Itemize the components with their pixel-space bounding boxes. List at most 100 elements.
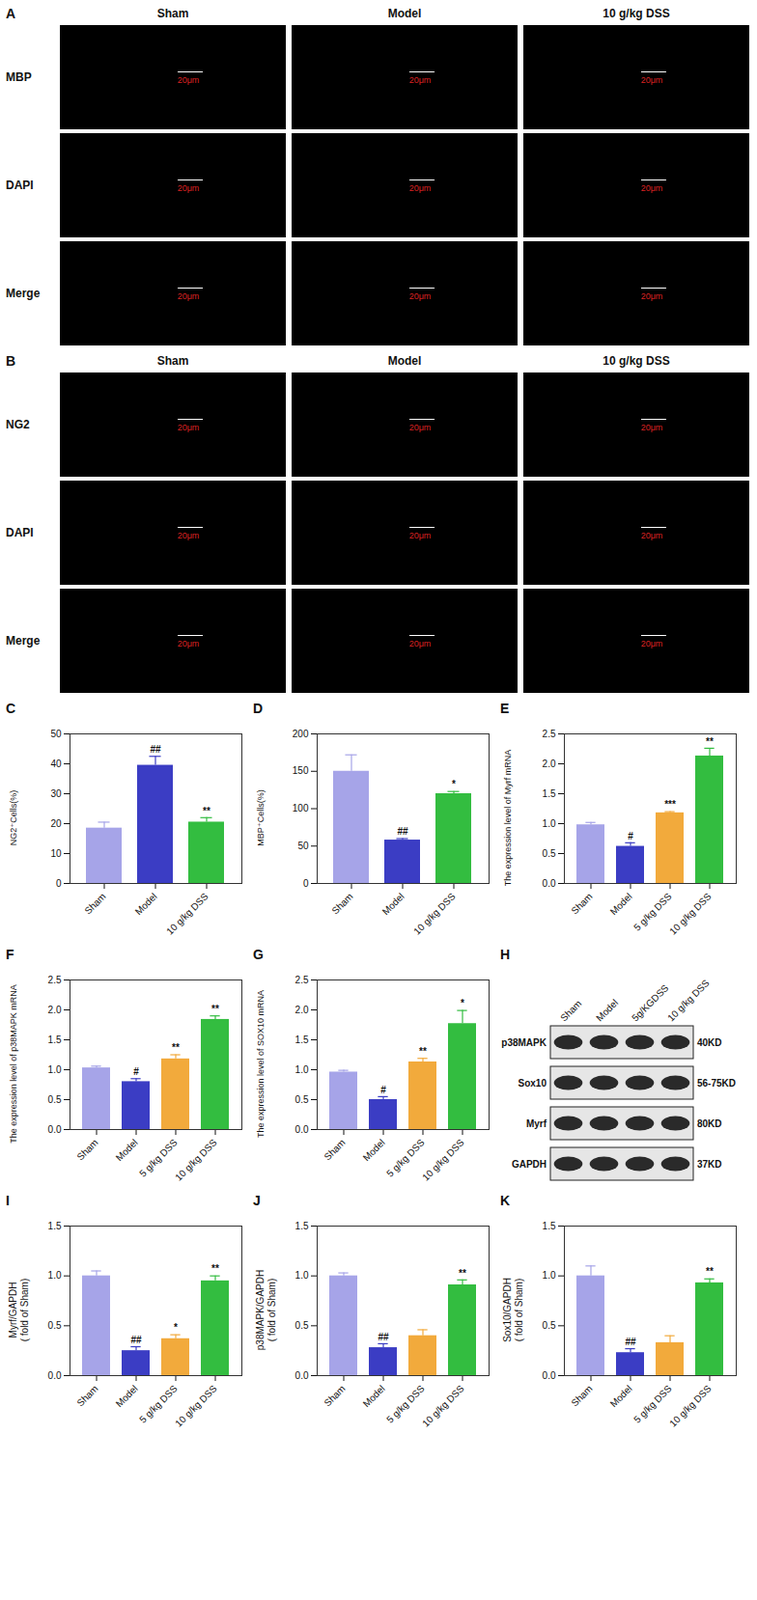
svg-text:0: 0 — [56, 878, 62, 890]
svg-text:##: ## — [130, 1335, 142, 1346]
svg-text:Myrf: Myrf — [526, 1119, 548, 1130]
svg-text:5g/KGDSS: 5g/KGDSS — [629, 982, 672, 1025]
svg-text:1.5: 1.5 — [295, 1035, 309, 1046]
svg-text:1.0: 1.0 — [48, 1270, 62, 1282]
svg-text:**: ** — [211, 1004, 220, 1015]
svg-text:2.0: 2.0 — [295, 1005, 309, 1016]
svg-text:Sham: Sham — [74, 1137, 100, 1163]
svg-text:Myrf/GAPDH( fold of Sham): Myrf/GAPDH( fold of Sham) — [7, 1279, 30, 1344]
svg-text:0.0: 0.0 — [48, 1371, 62, 1382]
svg-text:0.5: 0.5 — [48, 1320, 62, 1332]
svg-text:1.0: 1.0 — [295, 1270, 309, 1282]
svg-text:1.5: 1.5 — [542, 788, 557, 800]
svg-text:**: ** — [705, 736, 714, 748]
svg-text:20: 20 — [50, 818, 62, 830]
svg-text:Sham: Sham — [568, 1383, 594, 1409]
svg-text:5 g/kg DSS: 5 g/kg DSS — [631, 1383, 674, 1427]
svg-text:Model: Model — [113, 1137, 141, 1164]
svg-text:2.5: 2.5 — [542, 728, 557, 740]
svg-text:10 g/kg DSS: 10 g/kg DSS — [667, 1383, 714, 1430]
svg-text:Model: Model — [380, 891, 407, 918]
svg-text:Sham: Sham — [82, 891, 108, 917]
svg-text:#: # — [627, 831, 634, 842]
svg-text:**: ** — [211, 1263, 220, 1275]
svg-text:Model: Model — [593, 997, 620, 1024]
svg-text:10 g/kg DSS: 10 g/kg DSS — [172, 1383, 220, 1430]
svg-text:5 g/kg DSS: 5 g/kg DSS — [137, 1137, 180, 1180]
svg-text:**: ** — [202, 806, 211, 817]
svg-text:10 g/kg DSS: 10 g/kg DSS — [665, 978, 712, 1025]
svg-text:Sham: Sham — [568, 891, 594, 917]
svg-text:0.5: 0.5 — [542, 1320, 557, 1332]
svg-text:0.0: 0.0 — [542, 878, 557, 890]
svg-text:2.0: 2.0 — [542, 758, 557, 770]
svg-text:40KD: 40KD — [697, 1037, 723, 1049]
svg-text:5 g/kg DSS: 5 g/kg DSS — [631, 891, 674, 934]
svg-text:Sox10/GAPDH( fold of Sham): Sox10/GAPDH( fold of Sham) — [502, 1278, 525, 1344]
svg-text:37KD: 37KD — [697, 1159, 723, 1171]
svg-text:MBP⁺Cells(%): MBP⁺Cells(%) — [255, 789, 266, 846]
svg-text:2.5: 2.5 — [48, 975, 62, 986]
svg-text:Sham: Sham — [558, 998, 584, 1024]
svg-text:2.0: 2.0 — [48, 1005, 62, 1016]
svg-text:10 g/kg DSS: 10 g/kg DSS — [164, 891, 211, 938]
svg-text:50: 50 — [50, 728, 62, 740]
svg-text:Sox10: Sox10 — [518, 1078, 548, 1090]
svg-text:0.0: 0.0 — [48, 1124, 62, 1136]
svg-text:1.5: 1.5 — [542, 1221, 557, 1233]
svg-text:***: *** — [664, 799, 676, 811]
svg-text:*: * — [173, 1322, 178, 1334]
svg-text:Model: Model — [133, 891, 160, 918]
svg-text:10 g/kg DSS: 10 g/kg DSS — [420, 1383, 467, 1430]
svg-text:0.0: 0.0 — [542, 1371, 557, 1382]
svg-text:Sham: Sham — [321, 1137, 347, 1163]
svg-text:0: 0 — [303, 878, 309, 890]
svg-text:10: 10 — [50, 848, 62, 860]
svg-text:**: ** — [419, 1046, 427, 1058]
svg-text:0.5: 0.5 — [295, 1320, 309, 1332]
svg-text:The expression level of Myrf m: The expression level of Myrf mRNA — [503, 750, 513, 888]
svg-text:1.0: 1.0 — [295, 1065, 309, 1076]
svg-text:##: ## — [396, 826, 409, 838]
svg-text:0.0: 0.0 — [295, 1124, 309, 1136]
svg-text:5 g/kg DSS: 5 g/kg DSS — [384, 1383, 427, 1427]
svg-text:**: ** — [171, 1042, 180, 1054]
svg-text:Model: Model — [361, 1137, 388, 1164]
svg-text:0.5: 0.5 — [48, 1094, 62, 1106]
svg-text:40: 40 — [50, 758, 62, 770]
svg-text:**: ** — [458, 1268, 467, 1280]
svg-text:p38MAPK/GAPDH( fold of Sham): p38MAPK/GAPDH( fold of Sham) — [254, 1270, 278, 1351]
svg-text:30: 30 — [50, 788, 62, 800]
svg-text:**: ** — [705, 1266, 714, 1278]
svg-text:0.5: 0.5 — [295, 1094, 309, 1106]
svg-text:*: * — [451, 779, 456, 790]
svg-text:50: 50 — [297, 841, 309, 852]
svg-text:100: 100 — [292, 803, 309, 814]
svg-text:GAPDH: GAPDH — [511, 1159, 547, 1171]
svg-text:Model: Model — [608, 891, 635, 918]
svg-text:200: 200 — [292, 728, 309, 740]
svg-text:10 g/kg DSS: 10 g/kg DSS — [172, 1137, 220, 1184]
svg-text:*: * — [460, 998, 465, 1010]
svg-text:5 g/kg DSS: 5 g/kg DSS — [137, 1383, 180, 1427]
svg-text:The expression level of SOX10: The expression level of SOX10 mRNA — [255, 990, 266, 1139]
svg-text:1.5: 1.5 — [48, 1221, 62, 1233]
svg-text:150: 150 — [292, 765, 309, 777]
svg-text:1.0: 1.0 — [542, 818, 557, 830]
svg-text:5 g/kg DSS: 5 g/kg DSS — [384, 1137, 427, 1180]
svg-text:##: ## — [149, 744, 162, 756]
svg-text:0.5: 0.5 — [542, 848, 557, 860]
svg-text:Model: Model — [361, 1383, 388, 1410]
svg-text:10 g/kg DSS: 10 g/kg DSS — [411, 891, 458, 938]
svg-text:Model: Model — [113, 1383, 141, 1410]
svg-text:80KD: 80KD — [697, 1119, 723, 1130]
svg-text:10 g/kg DSS: 10 g/kg DSS — [667, 891, 714, 938]
svg-text:2.5: 2.5 — [295, 975, 309, 986]
svg-text:##: ## — [624, 1337, 637, 1348]
svg-text:Sham: Sham — [74, 1383, 100, 1409]
svg-text:1.5: 1.5 — [295, 1221, 309, 1233]
svg-text:Sham: Sham — [329, 891, 355, 917]
svg-text:1.0: 1.0 — [542, 1270, 557, 1282]
svg-text:p38MAPK: p38MAPK — [501, 1037, 547, 1049]
svg-text:56-75KD: 56-75KD — [697, 1078, 736, 1090]
